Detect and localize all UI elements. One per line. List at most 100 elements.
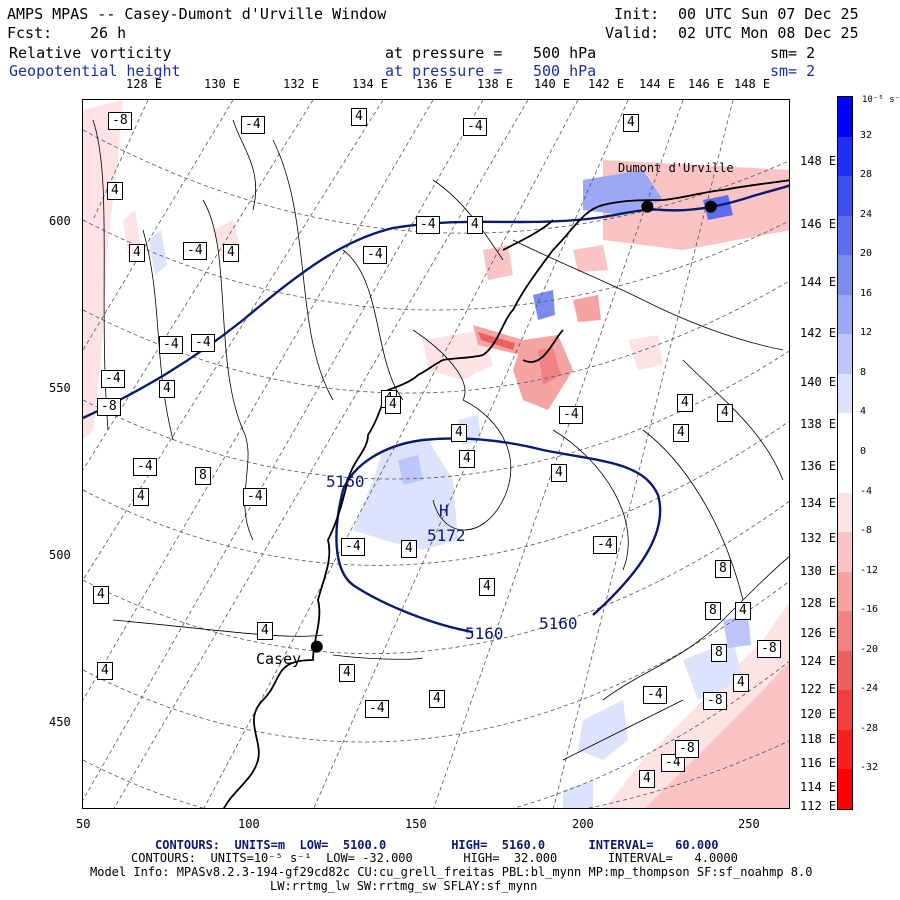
colorbar-tick: -4 <box>860 485 873 497</box>
vorticity-contour <box>232 119 257 211</box>
field-2-level-label: at pressure = <box>385 62 503 80</box>
vorticity-label: 4 <box>551 464 567 482</box>
shade-positive <box>578 700 628 760</box>
vorticity-label: 4 <box>451 424 467 442</box>
shade-negative <box>628 335 663 370</box>
shade-negative <box>423 330 493 380</box>
right-lon-label: 130 E <box>800 564 837 578</box>
vorticity-label: -8 <box>675 740 699 758</box>
height-label-5160: 5160 <box>326 472 365 491</box>
vorticity-contour <box>512 239 784 351</box>
shade-positive <box>563 780 593 808</box>
colorbar-segment <box>838 176 852 216</box>
vorticity-contour <box>412 329 466 401</box>
top-lon-label: 136 E <box>416 77 453 91</box>
station-label-dumont: Dumont d'Urville <box>618 161 734 175</box>
vorticity-label: 4 <box>735 602 751 620</box>
shade-negative <box>645 662 789 808</box>
right-lon-label: 148 E <box>800 154 837 168</box>
vorticity-label: -4 <box>183 242 207 260</box>
vorticity-label: -8 <box>757 640 781 658</box>
shade-positive <box>149 230 167 275</box>
shade-positive <box>723 615 751 648</box>
colorbar-segment <box>838 373 852 414</box>
map-plot[interactable]: -8-44-444-444-4-44-4-44-4-84-44-448-444-… <box>82 99 790 809</box>
init-value: 00 UTC Sun 07 Dec 25 <box>678 5 859 23</box>
right-lon-label: 136 E <box>800 459 837 473</box>
vorticity-contour <box>432 399 512 531</box>
vorticity-label: 4 <box>429 690 445 708</box>
y-tick: 500 <box>49 548 71 562</box>
field-1-level: 500 hPa <box>533 44 597 62</box>
colorbar-tick: 28 <box>860 169 873 181</box>
meridian <box>92 100 149 221</box>
right-lon-label: 138 E <box>800 417 837 431</box>
vorticity-label: -8 <box>97 398 121 416</box>
vorticity-label: 8 <box>715 560 731 578</box>
height-contours <box>83 184 789 634</box>
meridian <box>83 100 314 471</box>
vorticity-label: -4 <box>593 536 617 554</box>
colorbar-tick: -32 <box>860 762 879 774</box>
vorticity-contour <box>642 429 744 601</box>
colorbar-segment <box>838 729 852 770</box>
vorticity-label: 4 <box>623 114 639 132</box>
height-contour-5160-north <box>83 184 789 420</box>
station-marker-1 <box>641 200 654 213</box>
right-lon-label: 122 E <box>800 682 837 696</box>
vorticity-contour <box>682 359 784 481</box>
vorticity-label: 8 <box>705 602 721 620</box>
colorbar-segment <box>838 690 852 730</box>
x-tick: 250 <box>738 817 760 831</box>
height-label-5160: 5160 <box>465 624 504 643</box>
colorbar-segment <box>838 255 852 295</box>
vorticity-label: -4 <box>159 336 183 354</box>
top-lon-label: 142 E <box>588 77 625 91</box>
y-tick: 600 <box>49 214 71 228</box>
meridian <box>83 100 434 701</box>
right-lon-label: 146 E <box>800 217 837 231</box>
vorticity-label: -4 <box>365 700 389 718</box>
right-lon-label: 144 E <box>800 275 837 289</box>
colorbar-segment <box>838 492 852 533</box>
vorticity-label: 4 <box>459 450 475 468</box>
vorticity-label: 4 <box>385 396 401 414</box>
vorticity-label: 4 <box>717 404 733 422</box>
ice-front <box>502 219 564 363</box>
valid-value: 02 UTC Mon 08 Dec 25 <box>678 24 859 42</box>
vorticity-contour <box>272 139 334 401</box>
vorticity-label: -4 <box>191 334 215 352</box>
coastline-path <box>223 179 789 808</box>
colorbar-segment <box>838 413 852 453</box>
shade-positive <box>398 455 423 485</box>
colorbar-tick: 16 <box>860 287 873 299</box>
vorticity-label: -4 <box>363 246 387 264</box>
vorticity-contours <box>92 119 789 761</box>
top-lon-labels: 128 E 130 E 132 E 134 E 136 E 138 E 140 … <box>0 78 900 94</box>
meridian <box>203 100 579 808</box>
colorbar-segment <box>838 532 852 572</box>
shade-negative <box>478 332 515 350</box>
vorticity-label: -4 <box>463 118 487 136</box>
vorticity-label: 4 <box>467 216 483 234</box>
top-lon-label: 128 E <box>126 77 163 91</box>
coastline <box>223 179 789 808</box>
colorbar-tick: -24 <box>860 683 879 695</box>
right-lon-label: 132 E <box>800 531 837 545</box>
colorbar-segment <box>838 136 852 177</box>
vorticity-label: -8 <box>703 692 727 710</box>
fcst-label: Fcst: <box>7 24 53 42</box>
field-1-name: Relative vorticity <box>9 44 172 62</box>
parallel <box>83 500 789 655</box>
y-tick: 550 <box>49 381 71 395</box>
colorbar-tick: -12 <box>860 564 879 576</box>
colorbar-tick: 8 <box>860 366 867 378</box>
vorticity-label: 4 <box>223 244 239 262</box>
parallel <box>83 420 789 566</box>
shade-negative <box>83 100 123 440</box>
colorbar-segment <box>838 453 852 493</box>
shade-positive <box>353 440 458 550</box>
colorbar-tick: -8 <box>860 525 873 537</box>
vorticity-label: 4 <box>129 244 145 262</box>
init-label: Init: <box>614 5 660 23</box>
